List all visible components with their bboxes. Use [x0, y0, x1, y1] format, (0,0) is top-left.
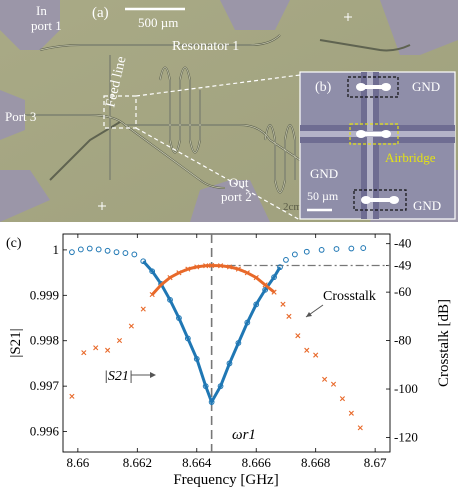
airbridge-shapes	[356, 83, 399, 204]
s21-point	[131, 251, 138, 258]
alignment-marks	[98, 13, 352, 210]
s21-point	[291, 251, 298, 258]
x-tick-label: 8.666	[242, 455, 272, 470]
transmission-lines-highlight	[25, 34, 301, 193]
panel-c-label: (c)	[6, 236, 22, 251]
crosstalk-point	[348, 410, 354, 416]
s21-point	[318, 246, 325, 253]
s21-point	[77, 246, 84, 253]
y-right-tick-label: -40	[394, 236, 411, 251]
crosstalk-dense-trace	[151, 263, 276, 296]
panel-a-label: (a)	[92, 5, 109, 21]
label-in-port-1-line2: port 1	[31, 18, 62, 33]
label-in-port-1-line1: In	[36, 3, 47, 18]
label-out-port-2-line2: port 2	[221, 189, 252, 204]
y-right-tick-label: -60	[394, 284, 411, 299]
x-tick-label: 8.67	[364, 455, 387, 470]
crosstalk-point	[304, 347, 310, 353]
chip-micrograph: (a) 500 µm In port 1 Resonator 1 Feed li…	[0, 0, 458, 222]
s21-point	[140, 258, 147, 265]
crosstalk-point	[105, 347, 111, 353]
y-left-tick-label: 0.997	[30, 378, 60, 393]
series-layer	[69, 245, 367, 431]
y-left-tick-label: 0.996	[30, 424, 60, 439]
s21-point	[283, 256, 289, 263]
panel-b-gnd-bottom: GND	[413, 198, 441, 213]
crosstalk-point	[357, 425, 363, 431]
s21-point	[69, 249, 75, 256]
axes-layer: 8.66 8.662 8.664 8.666 8.668 8.67 0.996 0.997 0.…	[30, 234, 418, 470]
crosstalk-point	[330, 381, 337, 387]
s21-point	[333, 246, 340, 252]
crosstalk-point	[322, 376, 328, 382]
crosstalk-point	[339, 396, 346, 402]
panel-b-airbridge-label: Airbridge	[385, 150, 436, 165]
y-right-tick-label: -100	[394, 381, 418, 396]
crosstalk-point	[81, 350, 87, 356]
annotation-s21: |S21|	[104, 369, 133, 384]
label-port-3: Port 3	[5, 109, 36, 124]
y-left-tick-label: 0.998	[30, 333, 59, 348]
s21-point	[303, 248, 310, 255]
s21-point	[113, 249, 120, 256]
annotation-crosstalk-arrowhead	[306, 312, 312, 317]
x-tick-label: 8.664	[182, 455, 212, 470]
panel-b-gnd-top: GND	[412, 79, 440, 94]
panel-a-scale-label: 500 µm	[138, 15, 178, 30]
y-right-tick-label: -49	[394, 257, 411, 272]
crosstalk-point	[313, 352, 319, 358]
y-left-tick-label: 0.999	[30, 287, 59, 302]
panel-b-label: (b)	[315, 80, 332, 95]
crosstalk-point	[69, 393, 75, 399]
x-axis-label: Frequency [GHz]	[173, 472, 278, 488]
crosstalk-point	[280, 301, 286, 307]
annotation-crosstalk: Crosstalk	[323, 289, 376, 304]
panel-b-gnd-left: GND	[310, 166, 338, 181]
crosstalk-point	[286, 313, 292, 319]
crosstalk-point	[140, 306, 146, 312]
plot-frame	[62, 233, 391, 453]
x-tick-label: 8.662	[123, 455, 152, 470]
zoom-indicator	[103, 74, 301, 221]
panel-b-scale-label: 50 µm	[307, 189, 339, 203]
crosstalk-point	[295, 333, 301, 339]
s21-point	[95, 246, 102, 253]
y-axis-left-label: |S21|	[8, 328, 24, 357]
s21-point	[122, 250, 129, 256]
s21-point	[360, 245, 367, 251]
s21-dense-trace	[142, 260, 282, 406]
s21-point	[86, 245, 93, 252]
x-tick-label: 8.66	[66, 455, 89, 470]
s21-point	[104, 247, 111, 254]
chip-text: 2cm	[283, 201, 302, 213]
x-tick-label: 8.668	[301, 455, 330, 470]
inset-b	[299, 71, 456, 220]
reference-lines	[210, 234, 390, 452]
label-resonator-1: Resonator 1	[172, 39, 239, 54]
annotation-layer: Crosstalk |S21| ωr1	[104, 289, 376, 443]
crosstalk-point	[128, 323, 134, 329]
crosstalk-point	[93, 345, 99, 351]
crosstalk-point	[116, 337, 123, 344]
annotation-omega: ωr1	[232, 427, 256, 443]
y-right-tick-label: -120	[394, 429, 418, 444]
s21-point	[348, 245, 355, 252]
s21-crosstalk-chart: (c) 8.66 8.662 8.664 8.666 8.668 8.67 0.996 0.9…	[6, 233, 452, 488]
y-axis-right-label: Crosstalk [dB]	[436, 299, 452, 387]
y-left-tick-label: 1	[53, 242, 60, 257]
label-out-port-2-line1: Out	[229, 175, 249, 190]
y-right-tick-label: -80	[394, 333, 411, 348]
annotation-s21-arrowhead	[150, 372, 156, 378]
